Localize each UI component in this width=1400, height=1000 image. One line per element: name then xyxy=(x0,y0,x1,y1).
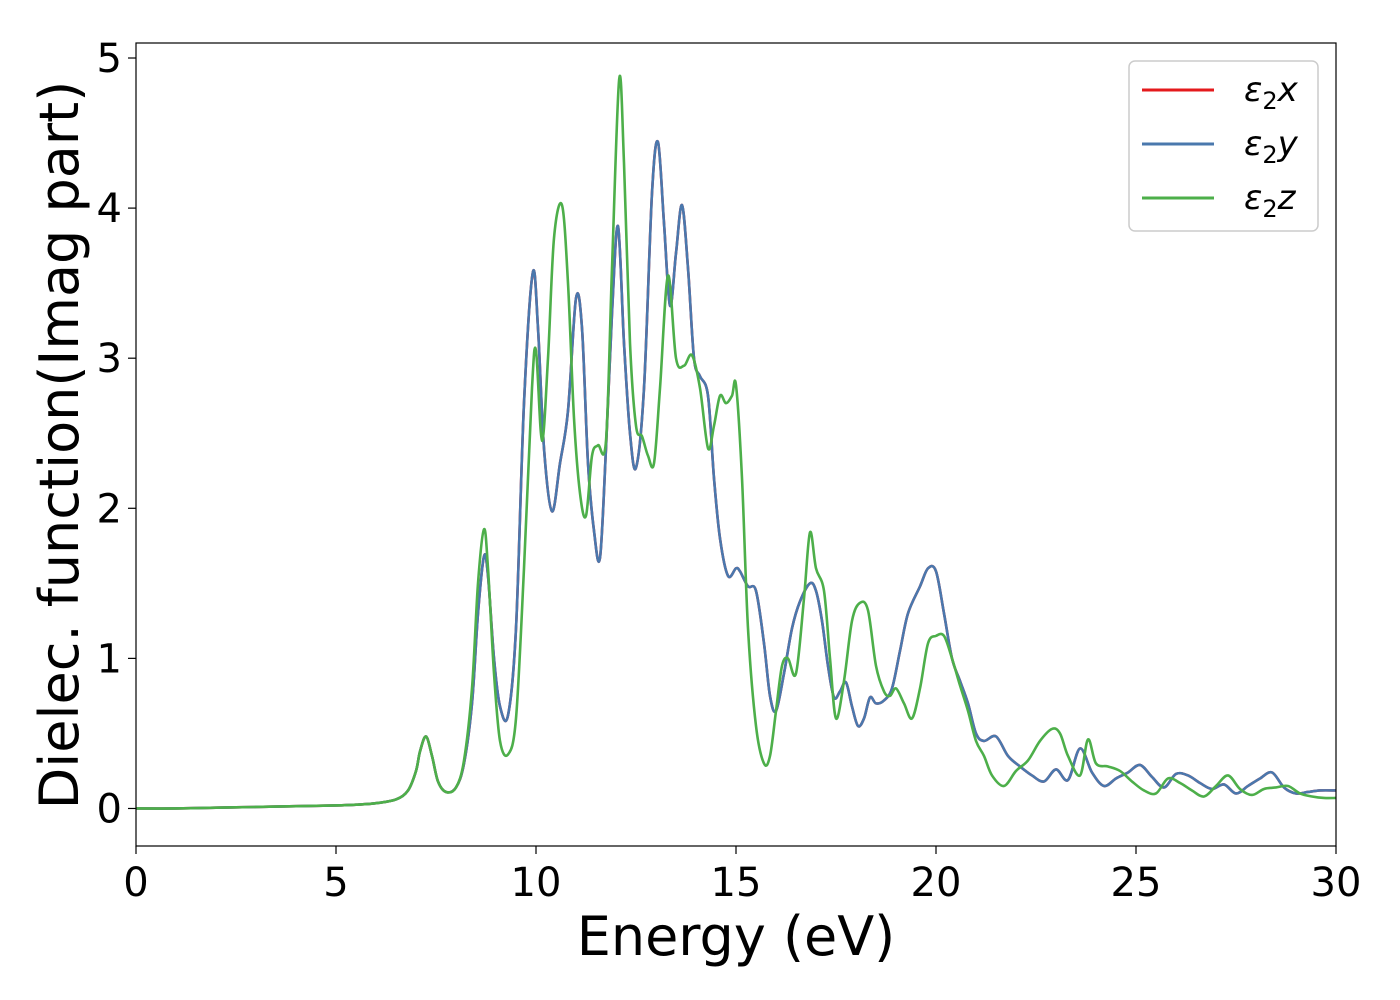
legend-box xyxy=(1128,60,1319,232)
x-axis-label: Energy (eV) xyxy=(577,905,896,968)
series-layer xyxy=(135,74,1337,810)
x-tick-label: 20 xyxy=(911,860,962,906)
series-line-z xyxy=(135,74,1337,810)
y-axis-label: Dielec. function(Imag part) xyxy=(28,81,91,810)
x-tick-label: 0 xyxy=(123,860,148,906)
legend-label-y: ε2y xyxy=(1244,124,1299,169)
y-tick-label: 0 xyxy=(97,786,122,832)
legend-label-z: ε2z xyxy=(1244,178,1297,223)
y-tick-label: 5 xyxy=(97,36,122,82)
y-tick-label: 4 xyxy=(97,186,122,232)
x-axis: 0 5 10 15 20 25 30 xyxy=(123,846,1361,906)
legend: ε2x ε2y ε2z xyxy=(1128,60,1319,232)
x-tick-label: 5 xyxy=(323,860,348,906)
x-tick-label: 10 xyxy=(511,860,562,906)
y-axis: 0 1 2 3 4 5 xyxy=(97,36,136,832)
y-tick-label: 3 xyxy=(97,336,122,382)
x-tick-label: 15 xyxy=(711,860,762,906)
legend-label-x: ε2x xyxy=(1244,70,1299,115)
y-tick-label: 2 xyxy=(97,486,122,532)
x-tick-label: 25 xyxy=(1111,860,1162,906)
y-tick-label: 1 xyxy=(97,636,122,682)
x-tick-label: 30 xyxy=(1311,860,1362,906)
